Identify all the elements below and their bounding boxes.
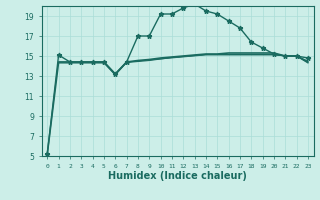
X-axis label: Humidex (Indice chaleur): Humidex (Indice chaleur) <box>108 171 247 181</box>
